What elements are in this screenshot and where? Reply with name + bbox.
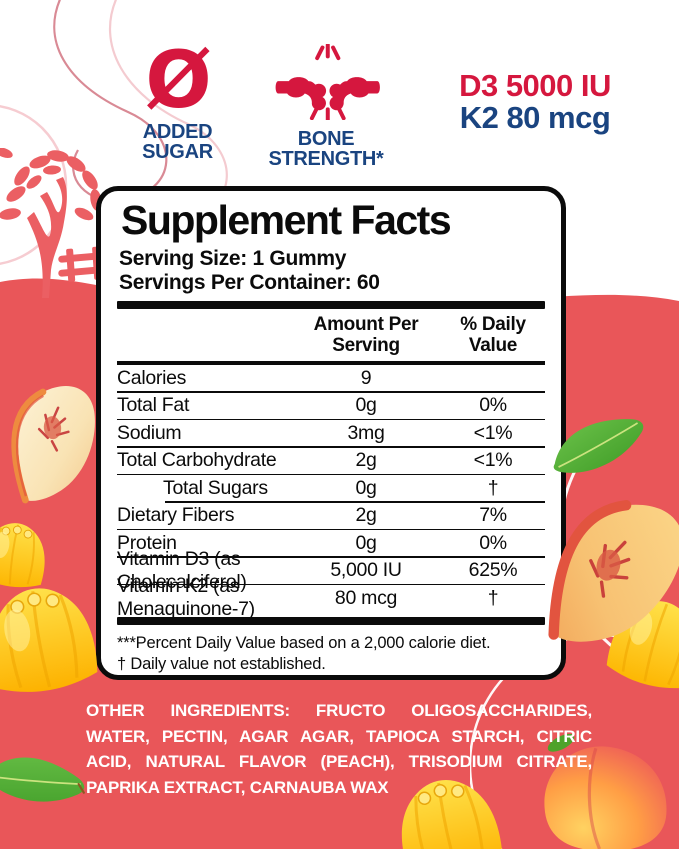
table-row-calories: Calories 9 bbox=[117, 365, 545, 391]
row-daily-value: 0% bbox=[479, 394, 507, 416]
row-divider bbox=[117, 556, 545, 558]
bone-strength-badge: BONE STRENGTH* bbox=[266, 42, 386, 170]
row-daily-value: <1% bbox=[473, 421, 513, 444]
row-divider bbox=[117, 446, 545, 448]
row-daily-value: † bbox=[487, 476, 499, 499]
dosage-k2: K2 80 mcg bbox=[459, 100, 611, 135]
row-name: Vitamin K2 (as Menaquinone-7) bbox=[117, 575, 255, 620]
column-header-daily-value: % Daily Value bbox=[460, 314, 526, 356]
other-ingredients: OTHER INGREDIENTS: FRUCTO OLIGOSACCHARID… bbox=[86, 698, 592, 800]
table-row-sodium: Sodium 3mg <1% bbox=[117, 420, 545, 446]
divider-thick-top bbox=[117, 301, 545, 309]
table-row-total-carbohydrate: Total Carbohydrate 2g <1% bbox=[117, 448, 545, 474]
table-row-vitamin-k2: Vitamin K2 (as Menaquinone-7) 80 mcg † bbox=[117, 575, 545, 620]
divider-thick-bottom bbox=[117, 617, 545, 625]
row-name: Total Carbohydrate bbox=[117, 449, 277, 471]
row-name: Dietary Fibers bbox=[117, 504, 235, 526]
added-sugar-label: ADDED SUGAR bbox=[142, 121, 213, 163]
row-amount: 0g bbox=[355, 531, 377, 554]
added-sugar-badge: Ø ADDED SUGAR bbox=[125, 36, 230, 163]
row-divider-inset bbox=[165, 501, 545, 503]
row-name: Vitamin D3 (as Cholecalciferol) bbox=[117, 547, 247, 593]
supplement-facts-panel: Supplement Facts Serving Size: 1 Gummy S… bbox=[96, 186, 566, 680]
row-divider bbox=[117, 583, 545, 585]
row-daily-value: 0% bbox=[479, 531, 507, 554]
other-ingredients-text: FRUCTO OLIGOSACCHARIDES, WATER, PECTIN, … bbox=[86, 701, 593, 797]
other-ingredients-label: OTHER INGREDIENTS: bbox=[86, 701, 290, 720]
serving-size: Serving Size: 1 Gummy bbox=[119, 247, 347, 270]
table-row-total-fat: Total Fat 0g 0% bbox=[117, 393, 545, 419]
row-name: Total Sugars bbox=[163, 476, 268, 499]
divider-medium bbox=[117, 361, 545, 365]
row-amount: 0g bbox=[355, 394, 377, 416]
footnote-dagger: † Daily value not established. bbox=[117, 655, 326, 673]
row-daily-value: 7% bbox=[479, 504, 507, 526]
zero-crossed-icon: Ø bbox=[145, 36, 211, 126]
dosage-d3: D3 5000 IU bbox=[459, 68, 611, 103]
row-daily-value: <1% bbox=[473, 449, 513, 471]
table-row-total-sugars: Total Sugars 0g † bbox=[117, 475, 545, 501]
row-divider bbox=[117, 528, 545, 530]
row-daily-value: 625% bbox=[468, 559, 518, 581]
row-daily-value: † bbox=[487, 586, 499, 609]
row-amount: 2g bbox=[355, 504, 377, 526]
row-divider bbox=[117, 473, 545, 475]
bone-joint-icon bbox=[275, 42, 380, 122]
table-row-dietary-fibers: Dietary Fibers 2g 7% bbox=[117, 503, 545, 529]
column-header-amount: Amount Per Serving bbox=[313, 314, 419, 356]
row-amount: 3mg bbox=[347, 421, 385, 444]
table-row-vitamin-d3: Vitamin D3 (as Cholecalciferol) 5,000 IU… bbox=[117, 548, 545, 593]
servings-per-container: Servings Per Container: 60 bbox=[119, 271, 380, 294]
dosage-callout: D3 5000 IU K2 80 mcg bbox=[430, 70, 640, 134]
footnote-daily-value: ***Percent Daily Value based on a 2,000 … bbox=[117, 634, 491, 652]
row-name: Total Fat bbox=[117, 394, 190, 416]
bone-strength-label: BONE STRENGTH* bbox=[268, 128, 384, 170]
table-header-row: Amount Per Serving % Daily Value bbox=[117, 309, 545, 361]
row-divider bbox=[117, 391, 545, 393]
row-name: Protein bbox=[117, 531, 177, 554]
row-name: Calories bbox=[117, 366, 187, 389]
row-name: Sodium bbox=[117, 421, 182, 444]
row-amount: 5,000 IU bbox=[330, 559, 402, 581]
row-amount: 9 bbox=[360, 366, 372, 389]
row-amount: 2g bbox=[355, 449, 377, 471]
row-divider bbox=[117, 418, 545, 420]
panel-title: Supplement Facts bbox=[121, 197, 452, 243]
row-amount: 0g bbox=[355, 476, 377, 499]
row-amount: 80 mcg bbox=[334, 586, 398, 609]
table-row-protein: Protein 0g 0% bbox=[117, 530, 545, 556]
